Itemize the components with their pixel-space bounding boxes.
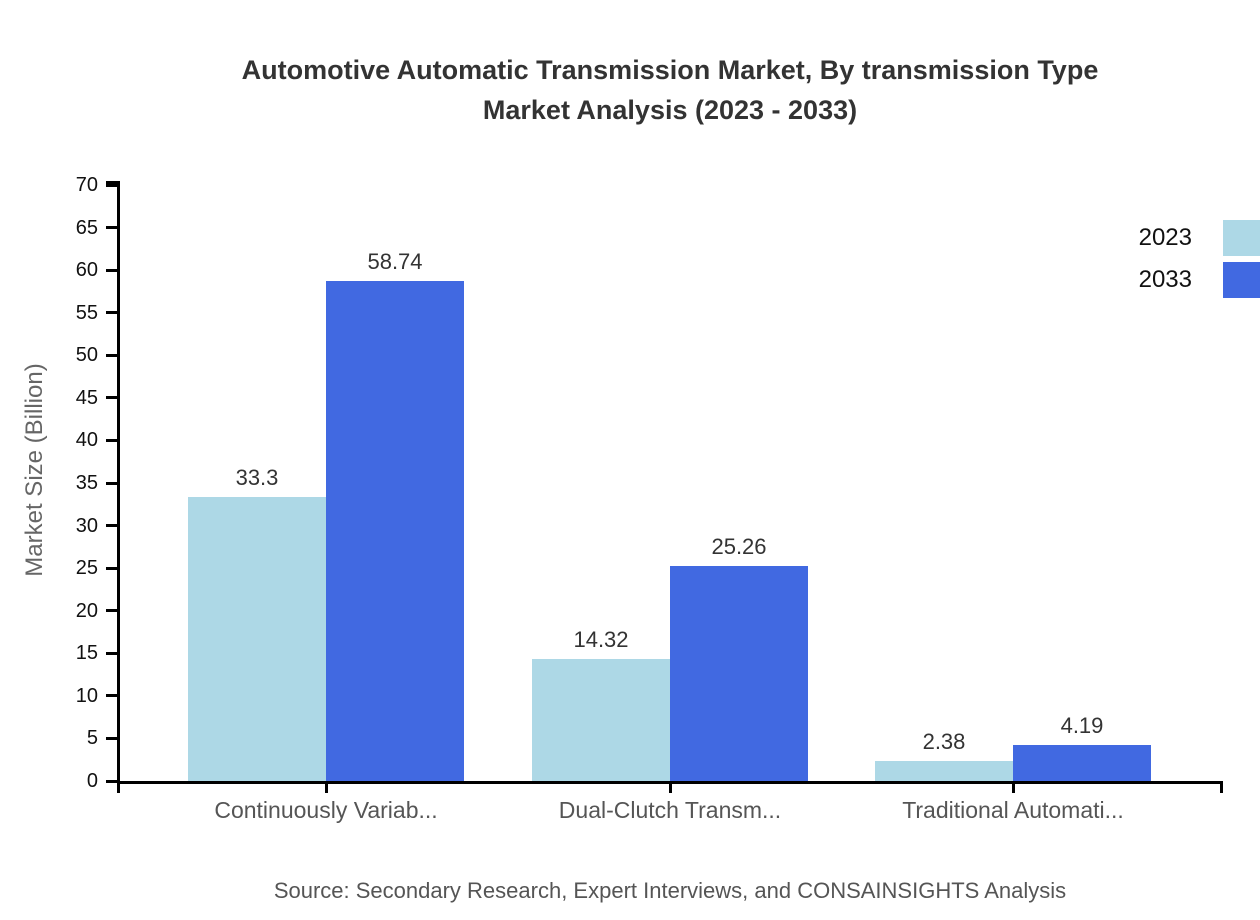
y-axis-tick-label: 5: [86, 727, 98, 750]
y-axis-tick: [106, 566, 117, 570]
legend-label-2023: 2023: [1138, 224, 1192, 251]
y-axis-tick: [106, 268, 117, 272]
legend-swatch-2023: [1223, 220, 1260, 256]
y-axis-tick: [106, 779, 117, 783]
y-axis-tick-label: 0: [86, 770, 98, 792]
bar-2033-2: [670, 565, 808, 781]
chart-title-line-1: Automotive Automatic Transmission Market…: [241, 55, 1099, 85]
bar-value-label: 14.32: [573, 627, 629, 653]
y-axis-tick: [106, 226, 117, 230]
y-axis-tick: [106, 311, 117, 315]
y-axis-tick: [106, 353, 117, 357]
y-axis-tick-label: 30: [75, 514, 98, 537]
plot-area: 0 5 10 15 20 25 30 35 40 45 50 55 60 65 70 Continuously…: [76, 174, 1223, 823]
legend-label-2033: 2033: [1138, 266, 1192, 293]
bar-2023-2: [532, 659, 670, 781]
y-axis-tick-label: 70: [75, 174, 98, 196]
y-axis-tick-label: 60: [75, 259, 98, 282]
category-label: Dual-Clutch Transm...: [558, 797, 782, 823]
bar-value-label: 4.19: [1060, 713, 1104, 739]
bar-value-label: 33.3: [235, 465, 279, 491]
chart-title: Automotive Automatic Transmission Market…: [120, 50, 1220, 130]
y-axis-tick: [106, 609, 117, 613]
category-label: Continuously Variab...: [214, 797, 438, 823]
y-axis-tick-label: 15: [75, 642, 98, 665]
bar-2033-3: [1013, 745, 1151, 781]
y-axis-end-tick: [106, 181, 117, 184]
bar-2023-1: [188, 497, 326, 781]
y-axis-tick-label: 55: [75, 301, 98, 324]
x-axis-end-tick: [1220, 784, 1223, 793]
category-label: Traditional Automati...: [902, 797, 1124, 823]
x-axis-end-tick: [117, 784, 120, 793]
y-axis-tick-label: 65: [75, 216, 98, 239]
bar-2033-1: [326, 280, 464, 781]
x-axis-tick: [1011, 784, 1015, 793]
y-axis-tick: [106, 694, 117, 698]
x-axis-tick: [324, 784, 328, 793]
y-axis-tick-label: 40: [75, 429, 98, 452]
y-axis-tick-label: 45: [75, 386, 98, 409]
y-axis-tick: [106, 438, 117, 442]
y-axis-line: [117, 181, 120, 790]
bar-2023-3: [875, 760, 1013, 781]
x-axis-tick: [668, 784, 672, 793]
y-axis-tick-label: 50: [75, 344, 98, 367]
bar-value-label: 2.38: [922, 728, 966, 754]
y-axis-tick: [106, 651, 117, 655]
legend-swatch-2033: [1223, 262, 1260, 298]
bar-value-label: 58.74: [367, 248, 423, 274]
y-axis-tick-label: 25: [75, 557, 98, 580]
y-axis-tick: [106, 396, 117, 400]
y-axis-tick-label: 20: [75, 599, 98, 622]
y-axis-tick-label: 10: [75, 684, 98, 707]
x-axis-line: [117, 781, 1223, 784]
bar-value-label: 25.26: [711, 533, 767, 559]
y-axis-tick: [106, 524, 117, 528]
source-note: Source: Secondary Research, Expert Inter…: [273, 878, 1067, 903]
y-axis-tick: [106, 183, 117, 187]
y-axis-tick: [106, 481, 117, 485]
chart-title-line-2: Market Analysis (2023 - 2033): [482, 95, 858, 125]
y-axis-tick-label: 35: [75, 472, 98, 494]
y-axis-tick: [106, 736, 117, 740]
